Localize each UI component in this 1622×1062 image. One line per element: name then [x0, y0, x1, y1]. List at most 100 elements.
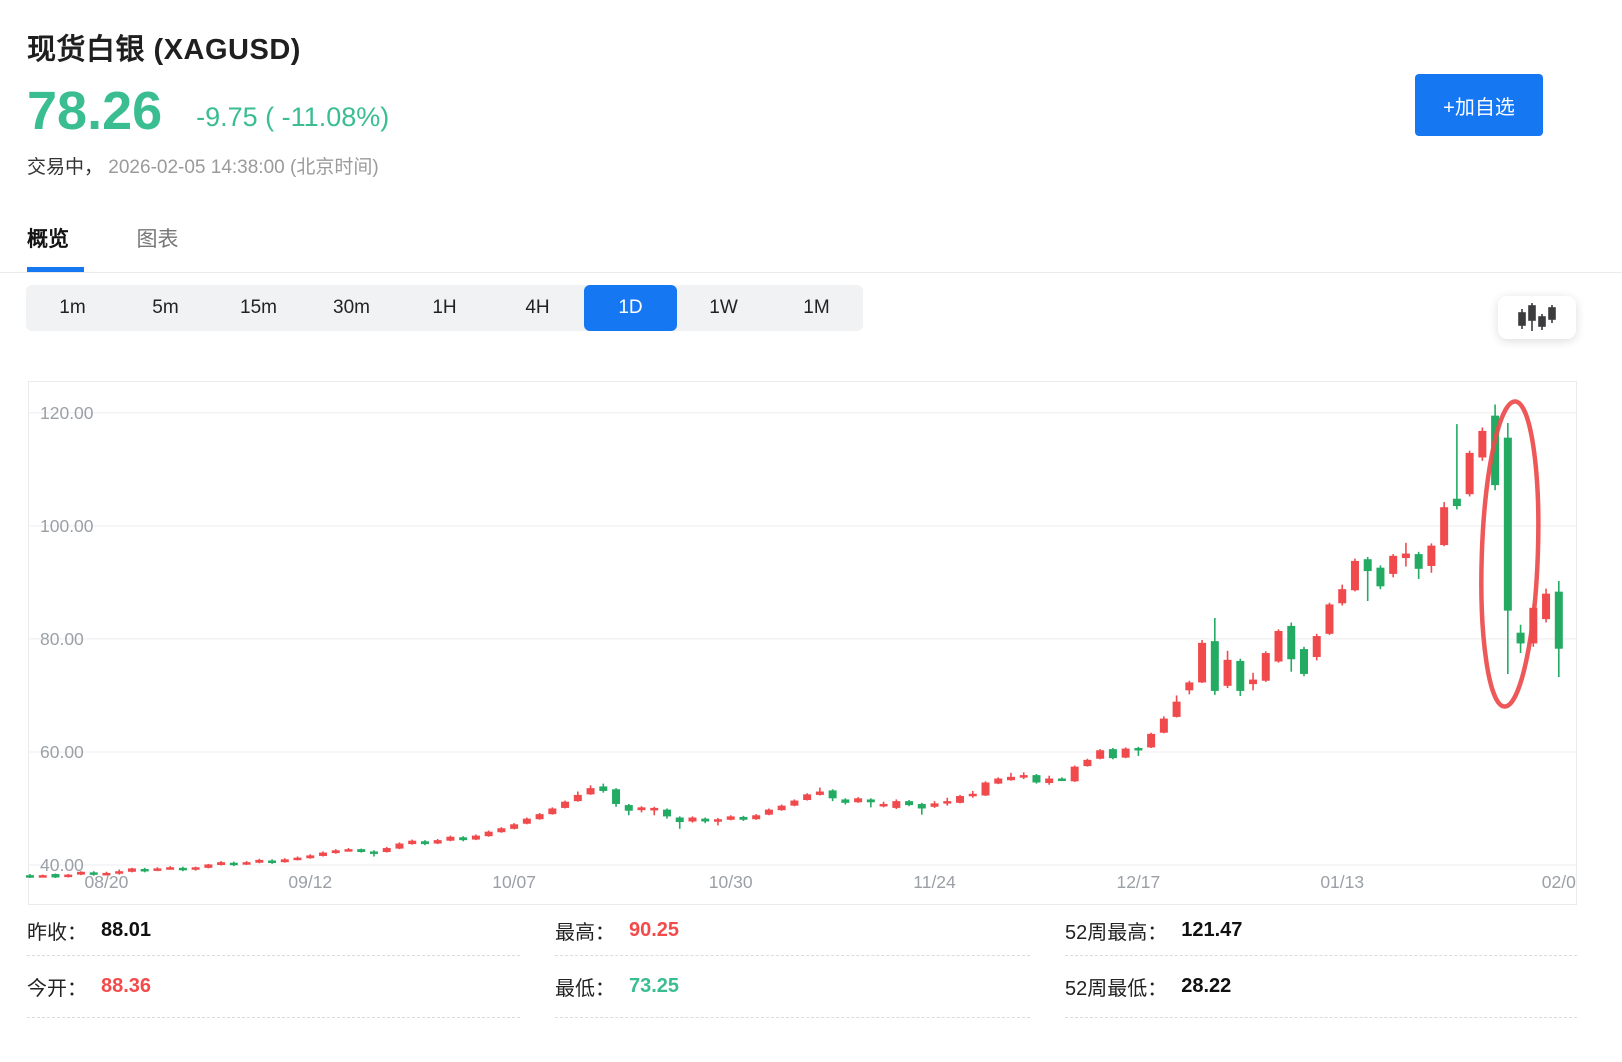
candle-body — [1057, 778, 1066, 782]
y-axis-label: 120.00 — [40, 403, 94, 423]
quote-stats: 昨收： 88.01 最高： 90.25 52周最高： 121.47 今开： 88… — [0, 906, 1622, 1018]
y-axis-label: 40.00 — [40, 855, 84, 875]
candle-body — [1478, 430, 1487, 458]
candle-body — [1096, 750, 1105, 759]
candle-body — [892, 801, 901, 808]
x-axis-label: 12/17 — [1116, 872, 1160, 892]
candle-body — [1108, 749, 1117, 759]
candle-body — [191, 867, 200, 870]
candle-body — [535, 814, 544, 820]
chart-style-button[interactable] — [1498, 296, 1576, 339]
timeframe-button-1D[interactable]: 1D — [584, 285, 677, 331]
candle-body — [459, 837, 468, 841]
candle-body — [930, 803, 939, 807]
candle-body — [1070, 766, 1079, 782]
candle-body — [841, 799, 850, 803]
x-axis-label: 01/13 — [1320, 872, 1364, 892]
timeframe-button-1m[interactable]: 1m — [59, 297, 86, 318]
candle-body — [471, 835, 480, 840]
timeframe-button-15m[interactable]: 15m — [240, 297, 277, 318]
candle-body — [1249, 679, 1258, 685]
plot-border — [28, 381, 1577, 905]
candle-body — [1503, 437, 1512, 611]
candle-body — [1045, 778, 1054, 784]
candle-body — [713, 819, 722, 822]
price-row: 78.26 -9.75 ( -11.08%) — [27, 84, 1622, 138]
instrument-title: 现货白银 (XAGUSD) — [27, 34, 301, 66]
candle-body — [344, 849, 353, 852]
timeframe-button-30m[interactable]: 30m — [333, 297, 370, 318]
candle-body — [204, 864, 213, 868]
candle-body — [917, 803, 926, 809]
candle-body — [319, 852, 328, 856]
candle-body — [701, 818, 710, 822]
candle-body — [548, 808, 557, 815]
candle-body — [1300, 649, 1308, 674]
candle-body — [357, 849, 366, 852]
candle-body — [268, 860, 277, 863]
candle-body — [306, 855, 315, 859]
candle-body — [1542, 593, 1551, 620]
candle-body — [599, 786, 608, 791]
timeframe-button-1H[interactable]: 1H — [432, 297, 457, 318]
candle-body — [1236, 660, 1245, 691]
candle-body — [229, 862, 238, 866]
candle-body — [1172, 701, 1181, 717]
candle-body — [688, 817, 697, 822]
candle-body — [76, 871, 85, 875]
candle-body — [1261, 653, 1270, 681]
candle-body — [1440, 507, 1449, 546]
candle-body — [1465, 452, 1474, 495]
candle-body — [395, 843, 404, 849]
candle-body — [1019, 775, 1028, 778]
candle-body — [981, 782, 990, 796]
candlestick-chart[interactable]: 120.00 100.00 80.00 60.00 40.00 08/20 09/12 10/… — [14, 371, 1608, 906]
candle-body — [752, 815, 761, 820]
candle-body — [1274, 630, 1283, 662]
x-axis-label: 02/0 — [1542, 872, 1576, 892]
timeframe-button-1M[interactable]: 1M — [803, 297, 830, 318]
candle-body — [433, 840, 442, 844]
candle-body — [1427, 545, 1436, 566]
chart-toolbar: 1m 5m 15m 30m 1H 4H 1D 1W 1M — [0, 285, 1622, 345]
candle-body — [166, 867, 175, 870]
candle-body — [255, 859, 264, 863]
candle-body — [510, 824, 519, 829]
candle-body — [1554, 591, 1563, 649]
candle-body — [1363, 559, 1372, 572]
candle-body — [879, 803, 888, 807]
add-watchlist-button[interactable]: +加自选 — [1415, 74, 1543, 136]
candle-body — [1223, 659, 1232, 686]
timeframe-button-1W[interactable]: 1W — [709, 297, 738, 318]
stat-high: 最高： 90.25 — [555, 906, 1030, 956]
x-axis-label: 11/24 — [913, 872, 956, 892]
candle-body — [637, 807, 646, 811]
candle-body — [764, 809, 773, 815]
timeframe-button-4H[interactable]: 4H — [525, 297, 550, 318]
candle-body — [1414, 554, 1423, 569]
y-axis-label: 60.00 — [40, 742, 84, 762]
last-price: 78.26 — [27, 81, 163, 141]
candle-body — [1312, 636, 1321, 657]
x-axis-label: 10/30 — [709, 872, 753, 892]
tab-overview[interactable]: 概览 — [27, 228, 69, 251]
timeframe-button-5m[interactable]: 5m — [152, 297, 179, 318]
candle-body — [1338, 589, 1347, 604]
candle-body — [866, 799, 875, 803]
stat-low: 最低： 73.25 — [555, 956, 1030, 1018]
candle-body — [624, 805, 633, 811]
candle-body — [650, 807, 659, 811]
candle-body — [956, 796, 965, 803]
candle-body — [1198, 642, 1207, 683]
candle-body — [1376, 567, 1385, 587]
candle-body — [803, 794, 812, 800]
candle-body — [484, 831, 493, 837]
candle-body — [115, 871, 124, 874]
candle-body — [89, 872, 98, 875]
tab-chart[interactable]: 图表 — [136, 228, 179, 251]
candle-body — [1516, 632, 1525, 644]
candle-body — [522, 818, 531, 824]
stat-52w-high: 52周最高： 121.47 — [1065, 906, 1577, 956]
stat-prev-close: 昨收： 88.01 — [27, 906, 520, 956]
